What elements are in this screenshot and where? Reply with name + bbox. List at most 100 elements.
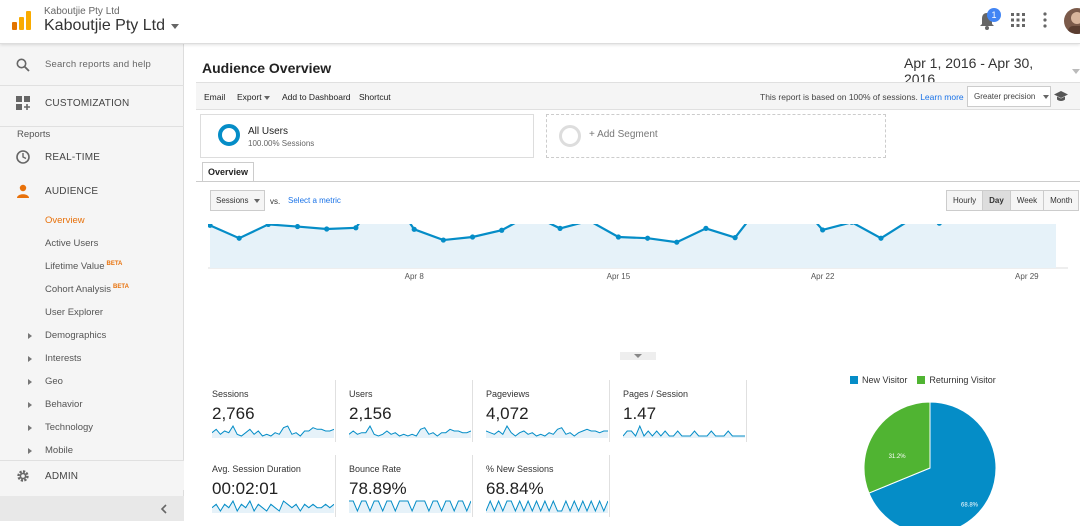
metric-tile-pages-session[interactable]: Pages / Session 1.47 xyxy=(621,380,747,442)
email-button[interactable]: Email xyxy=(204,92,226,102)
expand-arrow-icon[interactable] xyxy=(28,333,32,339)
granularity-hourly-button[interactable]: Hourly xyxy=(947,191,984,210)
notification-badge: 1 xyxy=(987,8,1001,22)
segment-name: All Users xyxy=(248,126,289,137)
sidebar-item-realtime[interactable]: REAL-TIME xyxy=(0,144,184,170)
legend-label: Returning Visitor xyxy=(929,375,996,385)
legend-label: New Visitor xyxy=(862,375,908,385)
apps-grid-icon[interactable] xyxy=(1011,13,1025,27)
metric-select[interactable]: Sessions xyxy=(210,190,265,211)
sidebar-item-admin[interactable]: ADMIN xyxy=(0,460,184,490)
granularity-week-button[interactable]: Week xyxy=(1011,191,1045,210)
search-icon xyxy=(16,58,30,72)
sidebar-item-label: Lifetime Value xyxy=(45,261,105,272)
data-point-apr-1 xyxy=(208,224,213,228)
chevron-left-icon[interactable] xyxy=(160,504,168,514)
expand-arrow-icon[interactable] xyxy=(28,425,32,431)
segment-ring-icon xyxy=(218,124,240,146)
metric-select-label: Sessions xyxy=(216,196,249,205)
data-point-apr-11 xyxy=(499,227,505,233)
metric-sparkline xyxy=(349,424,471,438)
page-title: Audience Overview xyxy=(202,60,332,76)
expand-arrow-icon[interactable] xyxy=(28,379,32,385)
sidebar-item-label: CUSTOMIZATION xyxy=(45,98,130,109)
tab-overview[interactable]: Overview xyxy=(202,162,254,182)
data-point-apr-19 xyxy=(732,235,738,241)
export-button[interactable]: Export xyxy=(237,92,270,102)
metric-label: Users xyxy=(349,389,373,399)
segment-all-users[interactable]: All Users 100.00% Sessions xyxy=(200,114,534,158)
tab-divider xyxy=(196,181,1080,182)
sparkline-line xyxy=(486,424,608,437)
reports-heading: Reports xyxy=(17,129,51,140)
chevron-down-icon xyxy=(1043,94,1050,99)
sidebar-item-mobile[interactable]: Mobile xyxy=(45,445,73,456)
sidebar-item-geo[interactable]: Geo xyxy=(45,376,63,387)
metric-sparkline xyxy=(486,424,608,438)
sessions-area xyxy=(210,224,1056,268)
legend-item-new[interactable]: New Visitor xyxy=(850,375,907,385)
data-point-apr-2 xyxy=(236,235,242,241)
legend-item-returning[interactable]: Returning Visitor xyxy=(917,375,996,385)
pie-legend: New Visitor Returning Visitor xyxy=(850,375,996,385)
expand-arrow-icon[interactable] xyxy=(28,356,32,362)
sparkline-line xyxy=(623,424,745,437)
metric-tile-pageviews[interactable]: Pageviews 4,072 xyxy=(484,380,610,442)
sidebar-item-behavior[interactable]: Behavior xyxy=(45,399,83,410)
sidebar-item-audience[interactable]: AUDIENCE xyxy=(0,178,184,204)
shortcut-button[interactable]: Shortcut xyxy=(359,92,391,102)
dashboard-icon xyxy=(16,96,30,110)
data-point-apr-15 xyxy=(615,234,622,240)
metric-sparkline xyxy=(486,499,608,513)
avatar[interactable] xyxy=(1064,8,1080,34)
metric-tile--new-sessions[interactable]: % New Sessions 68.84% xyxy=(484,455,610,517)
data-point-apr-8 xyxy=(411,226,417,232)
graduation-cap-icon[interactable] xyxy=(1054,90,1068,102)
granularity-month-button[interactable]: Month xyxy=(1050,196,1073,205)
search-input[interactable]: Search reports and help xyxy=(45,59,151,70)
chart-expand-handle[interactable] xyxy=(620,352,656,362)
sidebar-item-label: AUDIENCE xyxy=(45,186,99,197)
gear-icon xyxy=(17,470,29,482)
precision-select[interactable]: Greater precision xyxy=(967,86,1051,107)
data-point-apr-10 xyxy=(469,234,476,240)
sparkline-line xyxy=(212,424,334,437)
sampling-text: This report is based on 100% of sessions… xyxy=(760,92,918,102)
sidebar-item-demographics[interactable]: Demographics xyxy=(45,330,107,341)
metric-tile-bounce-rate[interactable]: Bounce Rate 78.89% xyxy=(347,455,473,517)
learn-more-link[interactable]: Learn more xyxy=(920,92,964,102)
sidebar-item-cohort-analysis[interactable]: Cohort Analysis BETA xyxy=(45,284,129,295)
property-selector[interactable]: Kaboutjie Pty Ltd xyxy=(44,17,179,35)
report-toolbar: Email Export Add to Dashboard Shortcut T… xyxy=(196,82,1080,110)
add-segment-button[interactable]: + Add Segment xyxy=(546,114,886,158)
sidebar-item-lifetime-value[interactable]: Lifetime Value BETA xyxy=(45,261,122,272)
metric-sparkline xyxy=(212,424,334,438)
metric-label: Bounce Rate xyxy=(349,464,402,474)
sidebar-item-user-explorer[interactable]: User Explorer xyxy=(45,307,104,318)
metric-tile-sessions[interactable]: Sessions 2,766 xyxy=(210,380,336,442)
sparkline-line xyxy=(212,499,334,513)
analytics-logo-icon[interactable] xyxy=(10,9,32,31)
data-point-apr-17 xyxy=(674,239,680,245)
select-metric-link[interactable]: Select a metric xyxy=(288,196,341,205)
beta-badge: BETA xyxy=(106,261,123,267)
metric-value: 4,072 xyxy=(486,404,529,423)
add-to-dashboard-button[interactable]: Add to Dashboard xyxy=(282,92,351,102)
search-bar[interactable]: Search reports and help xyxy=(0,44,184,86)
sidebar-item-overview[interactable]: Overview xyxy=(45,215,85,226)
x-tick-label: Apr 22 xyxy=(811,272,835,281)
expand-arrow-icon[interactable] xyxy=(28,402,32,408)
sidebar-item-active-users[interactable]: Active Users xyxy=(45,238,99,249)
sidebar-item-interests[interactable]: Interests xyxy=(45,353,82,364)
visitor-pie-chart: 68.8% 31.2% xyxy=(864,401,997,526)
granularity-day-button[interactable]: Day xyxy=(983,191,1011,210)
segment-percent: 100.00% Sessions xyxy=(248,139,315,148)
more-vert-icon[interactable] xyxy=(1042,12,1048,28)
sidebar-item-customization[interactable]: CUSTOMIZATION xyxy=(0,88,184,118)
sidebar-item-technology[interactable]: Technology xyxy=(45,422,94,433)
beta-badge: BETA xyxy=(113,284,129,290)
metric-tile-avg-session-duration[interactable]: Avg. Session Duration 00:02:01 xyxy=(210,455,336,517)
expand-arrow-icon[interactable] xyxy=(28,448,32,454)
metric-tile-users[interactable]: Users 2,156 xyxy=(347,380,473,442)
